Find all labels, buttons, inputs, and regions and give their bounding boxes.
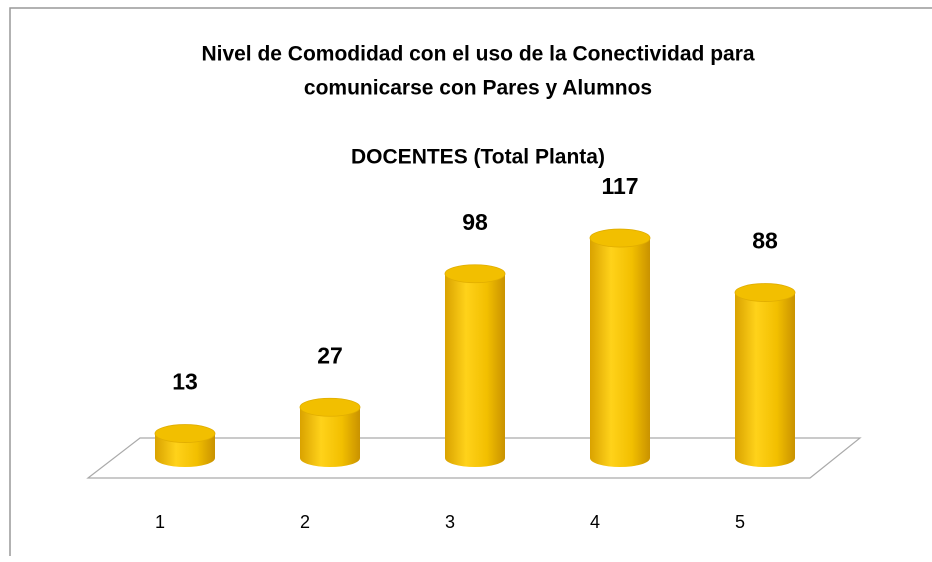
- bar: [734, 283, 796, 467]
- chart-subtitle: DOCENTES (Total Planta): [351, 146, 605, 169]
- cylinder-body: [155, 433, 215, 467]
- cylinder-body: [735, 292, 795, 467]
- chart-title: comunicarse con Pares y Alumnos: [304, 77, 652, 100]
- bar: [589, 228, 651, 467]
- x-tick-label: 3: [445, 512, 455, 532]
- bar: [299, 397, 361, 467]
- cylinder-top: [734, 283, 796, 302]
- x-tick-label: 1: [155, 512, 165, 532]
- value-label: 13: [172, 369, 198, 395]
- x-tick-label: 2: [300, 512, 310, 532]
- bar: [154, 424, 216, 467]
- cylinder-top: [444, 264, 506, 284]
- cylinder-body: [445, 273, 505, 467]
- value-label: 98: [462, 209, 488, 235]
- cylinder-body: [590, 238, 650, 467]
- value-label: 88: [752, 228, 778, 254]
- cylinder-body: [300, 407, 360, 467]
- x-tick-label: 5: [735, 512, 745, 532]
- chart-title: Nivel de Comodidad con el uso de la Cone…: [201, 43, 754, 66]
- cylinder-top: [589, 228, 651, 248]
- x-tick-label: 4: [590, 512, 600, 532]
- frame: [9, 7, 932, 556]
- cylinder-top: [299, 397, 361, 417]
- cylinder-top: [154, 424, 216, 443]
- value-label: 27: [317, 342, 343, 368]
- value-label: 117: [601, 173, 638, 199]
- bar: [444, 264, 506, 467]
